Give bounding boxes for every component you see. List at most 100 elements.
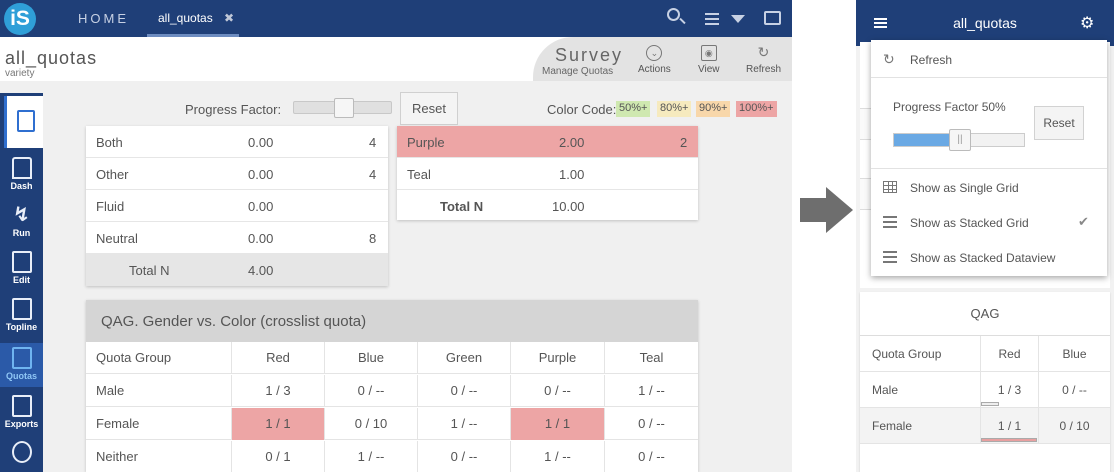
divider	[871, 77, 1107, 78]
column-header: Blue	[1038, 336, 1110, 372]
progress-factor-slider[interactable]	[293, 98, 392, 118]
refresh-label: Refresh	[746, 64, 782, 75]
row-count: 4	[369, 135, 377, 150]
row-name: Female	[872, 419, 913, 433]
table-row: Female 1 / 1 0 / 10	[860, 408, 1110, 444]
badge-50: 50%+	[616, 101, 651, 117]
row-value: 0.00	[248, 135, 274, 150]
sidebar-label-topline: Topline	[5, 322, 38, 332]
mobile-navbar: all_quotas ⚙	[856, 0, 1114, 46]
users-icon	[11, 441, 32, 463]
fullscreen-icon[interactable]	[764, 11, 781, 25]
progress-factor-label: Progress Factor:	[185, 102, 282, 117]
total-row: Total N 10.00	[397, 190, 698, 222]
app-logo[interactable]: iS	[4, 3, 36, 35]
table-cell: 0 / --	[324, 375, 417, 407]
menu-item-single-grid[interactable]: Show as Single Grid	[871, 170, 1107, 204]
reset-button[interactable]: Reset	[400, 92, 458, 125]
home-icon	[11, 157, 32, 179]
sidebar-label-run: Run	[12, 228, 31, 238]
refresh-icon: ↻	[757, 44, 770, 60]
color-code-label: Color Code:	[547, 102, 617, 117]
background-row	[860, 108, 874, 140]
survey-panel	[533, 37, 792, 81]
refresh-menu-label: Refresh	[910, 53, 953, 67]
crosslist-quota-table: QAG. Gender vs. Color (crosslist quota) …	[86, 300, 698, 472]
total-label: Total N	[440, 199, 484, 214]
row-name: Male	[872, 383, 899, 397]
sidebar-item-dash[interactable]: Dash	[0, 157, 43, 191]
search-icon[interactable]	[666, 8, 686, 28]
chevron-down-icon: ⌄	[646, 45, 663, 61]
table-cell: 1 / --	[604, 375, 698, 407]
table-cell: 0 / --	[510, 375, 604, 407]
row-value: 0.00	[248, 167, 274, 182]
view-button[interactable]: ◉ View	[698, 45, 720, 75]
slider-handle[interactable]	[334, 98, 354, 118]
sidebar-item-users[interactable]	[0, 441, 43, 465]
column-header: Red	[980, 336, 1038, 372]
menu-item-label: Show as Single Grid	[910, 181, 1019, 195]
progress-factor-label: Progress Factor 50%	[893, 100, 1006, 114]
sidebar-label-edit: Edit	[13, 275, 30, 285]
sidebar-label-quotas: Quotas	[5, 371, 37, 381]
reset-button[interactable]: Reset	[1034, 106, 1084, 140]
close-icon[interactable]: ✖	[224, 11, 235, 25]
table-cell: 1 / --	[510, 441, 604, 472]
refresh-menu-item[interactable]: ↻ Refresh	[871, 42, 1107, 76]
menu-item-stacked-grid[interactable]: Show as Stacked Grid ✔	[871, 205, 1107, 239]
table-cell: 0 / --	[1038, 372, 1110, 408]
gear-icon[interactable]: ⚙	[1080, 15, 1095, 32]
export-icon	[11, 395, 32, 417]
row-name: Male	[96, 383, 125, 398]
row-count: 2	[680, 135, 688, 150]
bar-chart-icon	[11, 298, 32, 320]
desktop-view: iS HOME all_quotas ✖ all_quotas variety …	[0, 0, 792, 472]
table-cell: 0 / 1	[231, 441, 324, 472]
sidebar-item-edit[interactable]: Edit	[0, 251, 43, 285]
refresh-button[interactable]: ↻ Refresh	[746, 45, 781, 75]
sidebar-item-document[interactable]	[4, 96, 43, 148]
checkmark-icon: ✔	[1078, 214, 1089, 229]
mobile-view: all_quotas ⚙ ↻ Refresh Progress Factor 5…	[856, 0, 1114, 472]
row-count: 4	[369, 167, 377, 182]
row-value: 0.00	[248, 199, 274, 214]
nav-home-link[interactable]: HOME	[78, 11, 129, 26]
refresh-icon: ↻	[883, 51, 895, 67]
sidebar-label-dash: Dash	[10, 181, 33, 191]
sidebar-item-exports[interactable]: Exports	[0, 395, 43, 429]
column-header: Teal	[604, 342, 698, 374]
menu-icon[interactable]	[705, 13, 719, 28]
chevron-down-icon[interactable]	[731, 15, 745, 23]
row-name: Neutral	[96, 231, 138, 246]
table-cell: 1 / --	[324, 441, 417, 472]
table-row: Other 0.00 4	[86, 158, 388, 190]
quota-table-color: Purple 2.00 2 Teal 1.00 Total N 10.00	[397, 126, 698, 220]
tab-all-quotas[interactable]: all_quotas ✖	[147, 0, 239, 37]
actions-button[interactable]: ⌄ Actions	[638, 45, 671, 75]
row-name: Fluid	[96, 199, 125, 214]
menu-item-stacked-dataview[interactable]: Show as Stacked Dataview	[871, 240, 1107, 274]
sidebar-item-run[interactable]: ↯ Run	[0, 204, 43, 238]
row-value: 1.00	[559, 167, 585, 182]
table-row: Fluid 0.00	[86, 190, 388, 222]
crosstab-header-row: Quota Group Red Blue Green Purple Teal	[86, 342, 698, 374]
actions-label: Actions	[638, 64, 671, 75]
sidebar-item-topline[interactable]: Topline	[0, 298, 43, 332]
sidebar-item-quotas[interactable]: Quotas	[0, 343, 43, 387]
column-header: Quota Group	[872, 347, 942, 361]
hamburger-icon[interactable]	[874, 18, 887, 30]
column-header: Purple	[510, 342, 604, 374]
table-cell: 0 / 10	[324, 408, 417, 440]
slider-fill	[894, 134, 960, 146]
slider-handle[interactable]: ||	[949, 129, 971, 151]
transition-arrow	[800, 198, 828, 222]
row-count: 8	[369, 231, 377, 246]
table-cell: 1 / 1	[510, 408, 604, 440]
row-name: Both	[96, 135, 123, 150]
table-row: Male 1 / 3 0 / --	[860, 372, 1110, 408]
table-cell: 1 / 1	[980, 408, 1038, 444]
progress-factor-slider[interactable]: ||	[893, 129, 1025, 151]
grid-icon	[883, 181, 897, 193]
row-value: 0.00	[248, 231, 274, 246]
